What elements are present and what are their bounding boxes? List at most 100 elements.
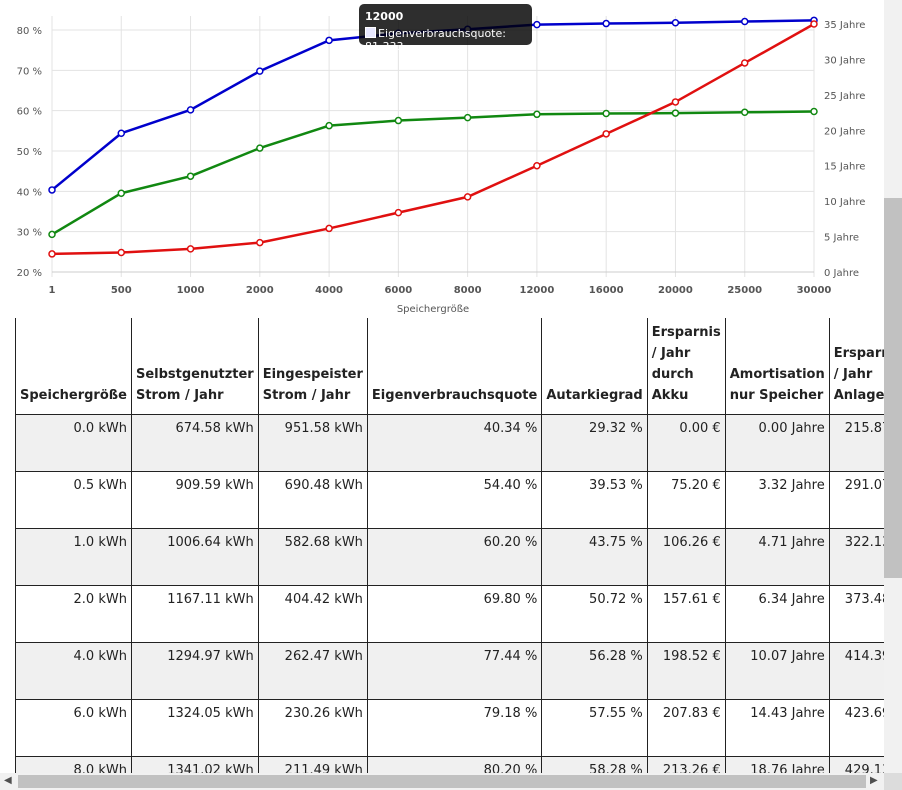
y-tick-label-right: 25 Jahre — [824, 91, 865, 102]
table-cell: 0.00 Jahre — [724, 414, 830, 472]
y-tick-label-right: 0 Jahre — [824, 268, 859, 279]
data-point — [117, 129, 126, 138]
column-header: Ersparnis / Jahr Anlage — [828, 318, 884, 415]
data-point — [602, 130, 610, 138]
data-point — [186, 172, 195, 180]
table-cell: 77.44 % — [366, 642, 543, 700]
table-cell: 1.0 kWh — [15, 528, 132, 586]
x-tick-label: 4000 — [315, 285, 343, 296]
scroll-left-arrow-icon[interactable]: ◀ — [4, 775, 12, 786]
table-cell: 58.28 % — [541, 756, 648, 773]
data-point — [325, 121, 333, 130]
vertical-scrollbar-thumb[interactable] — [884, 198, 902, 578]
table-cell: 69.80 % — [366, 585, 543, 643]
data-point — [533, 20, 541, 29]
column-header: Autarkiegrad — [541, 318, 648, 415]
tooltip-row: Eigenverbrauchsquote: 81,333 — [365, 27, 532, 53]
table-cell: 1341.02 kWh — [130, 756, 259, 773]
y-tick-label-right: 5 Jahre — [824, 233, 859, 244]
series-line — [51, 22, 815, 256]
table-cell: 414.39 € — [828, 642, 884, 700]
x-tick-label: 16000 — [589, 285, 624, 296]
x-tick-label: 6000 — [384, 285, 412, 296]
table-row: 0.0 kWh 674.58 kWh 951.58 kWh 40.34 % 29.32 … — [15, 414, 884, 472]
data-point — [48, 186, 56, 194]
table-row: 0.5 kWh 909.59 kWh 690.48 kWh 54.40 % 39.53 … — [15, 471, 884, 529]
data-point — [186, 245, 195, 253]
y-tick-label-right: 30 Jahre — [824, 55, 865, 66]
y-tick-label-left: 70 % — [17, 66, 42, 77]
table-cell: 0.0 kWh — [15, 414, 132, 472]
table-cell: 322.13 € — [828, 528, 884, 586]
table-cell: 80.20 % — [366, 756, 543, 773]
data-point — [602, 109, 610, 118]
table-row: 8.0 kWh 1341.02 kWh 211.49 kWh 80.20 % 58.28… — [15, 756, 884, 773]
x-tick-label: 500 — [111, 285, 132, 296]
data-point — [463, 193, 472, 201]
horizontal-scrollbar[interactable]: ◀ ▶ — [0, 773, 884, 790]
data-point — [256, 238, 264, 247]
table-cell: 4.71 Jahre — [724, 528, 830, 586]
y-tick-label-right: 15 Jahre — [824, 162, 865, 173]
table-cell: 230.26 kWh — [257, 699, 368, 757]
data-point — [48, 250, 56, 258]
table-cell: 18.76 Jahre — [724, 756, 830, 773]
series-line — [51, 110, 815, 236]
data-point — [325, 224, 333, 233]
data-point — [325, 36, 333, 45]
chart-tooltip: 12000 Eigenverbrauchsquote: 81,333 — [359, 4, 532, 53]
table-cell: 8.0 kWh — [15, 756, 132, 773]
data-point — [810, 107, 818, 116]
x-tick-label: 12000 — [520, 285, 555, 296]
table-cell: 79.18 % — [366, 699, 543, 757]
table-cell: 1167.11 kWh — [130, 585, 259, 643]
x-tick-label: 1000 — [177, 285, 205, 296]
table-cell: 106.26 € — [646, 528, 726, 586]
data-point — [533, 161, 541, 170]
y-tick-label-left: 40 % — [17, 187, 42, 198]
data-point — [394, 208, 403, 217]
table-cell: 291.07 € — [828, 471, 884, 529]
tooltip-text: Eigenverbrauchsquote: 81,333 — [365, 27, 506, 53]
results-table-container[interactable]: Speichergröße Selbstgenutzter Strom / Jah… — [15, 318, 884, 773]
vertical-scrollbar[interactable] — [884, 0, 902, 773]
table-row: 4.0 kWh 1294.97 kWh 262.47 kWh 77.44 % 56.28… — [15, 642, 884, 700]
table-cell: 10.07 Jahre — [724, 642, 830, 700]
data-point — [671, 98, 680, 106]
table-cell: 43.75 % — [541, 528, 648, 586]
x-tick-label: 30000 — [797, 285, 832, 296]
results-table: Speichergröße Selbstgenutzter Strom / Jah… — [15, 318, 884, 773]
table-row: 6.0 kWh 1324.05 kWh 230.26 kWh 79.18 % 57.55… — [15, 699, 884, 757]
data-point — [740, 17, 749, 26]
table-cell: 674.58 kWh — [130, 414, 259, 472]
table-cell: 60.20 % — [366, 528, 543, 586]
data-point — [740, 59, 749, 67]
table-cell: 909.59 kWh — [130, 471, 259, 529]
table-cell: 0.5 kWh — [15, 471, 132, 529]
table-cell: 14.43 Jahre — [724, 699, 830, 757]
data-point — [394, 116, 403, 125]
tooltip-swatch — [365, 27, 376, 38]
data-point — [117, 248, 126, 257]
scroll-right-arrow-icon[interactable]: ▶ — [870, 775, 878, 786]
column-header: Selbstgenutzter Strom / Jahr — [130, 318, 259, 415]
table-row: 2.0 kWh 1167.11 kWh 404.42 kWh 69.80 % 50.72… — [15, 585, 884, 643]
table-cell: 213.26 € — [646, 756, 726, 773]
data-point — [810, 20, 818, 28]
column-header: Eingespeister Strom / Jahr — [257, 318, 368, 415]
table-cell: 690.48 kWh — [257, 471, 368, 529]
x-tick-label: 2000 — [246, 285, 274, 296]
y-tick-label-left: 60 % — [17, 107, 42, 118]
column-header: Speichergröße — [15, 318, 132, 415]
table-cell: 1006.64 kWh — [130, 528, 259, 586]
horizontal-scrollbar-thumb[interactable] — [18, 775, 866, 788]
table-cell: 262.47 kWh — [257, 642, 368, 700]
table-cell: 39.53 % — [541, 471, 648, 529]
table-header-row: Speichergröße Selbstgenutzter Strom / Jah… — [15, 318, 884, 415]
table-cell: 423.69 € — [828, 699, 884, 757]
table-cell: 198.52 € — [646, 642, 726, 700]
x-axis-title: Speichergröße — [397, 304, 469, 315]
x-tick-label: 1 — [49, 285, 56, 296]
table-cell: 57.55 % — [541, 699, 648, 757]
y-tick-label-left: 20 % — [17, 268, 42, 279]
